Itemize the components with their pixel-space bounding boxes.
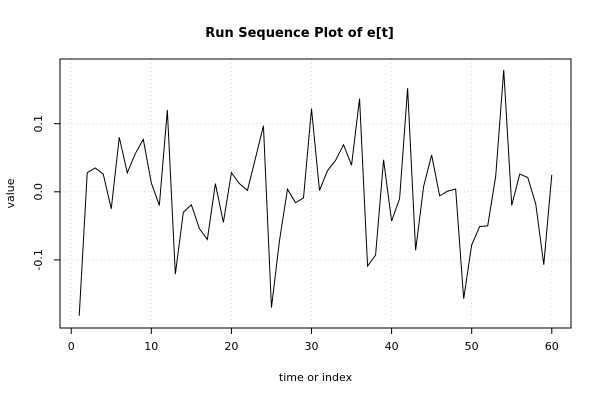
x-tick-label: 40 (385, 340, 399, 353)
x-tick-label: 30 (304, 340, 318, 353)
grid-layer (60, 59, 571, 328)
x-tick-label: 20 (224, 340, 238, 353)
series-line (78, 69, 553, 316)
ticks-layer: 0 10 20 30 40 50 60 -0.1 0.0 0.1 (32, 115, 559, 353)
y-tick-label: 0.0 (32, 183, 45, 201)
x-tick-label: 10 (144, 340, 158, 353)
chart-title: Run Sequence Plot of e[t] (205, 26, 394, 41)
series-layer (78, 69, 553, 316)
x-tick-label: 0 (68, 340, 75, 353)
x-tick-label: 50 (465, 340, 479, 353)
y-tick-label: -0.1 (32, 249, 45, 270)
x-axis-label: time or index (279, 371, 353, 384)
y-axis-label: value (4, 178, 17, 208)
plot-frame (59, 58, 572, 329)
x-tick-label: 60 (545, 340, 559, 353)
y-tick-label: 0.1 (32, 115, 45, 132)
